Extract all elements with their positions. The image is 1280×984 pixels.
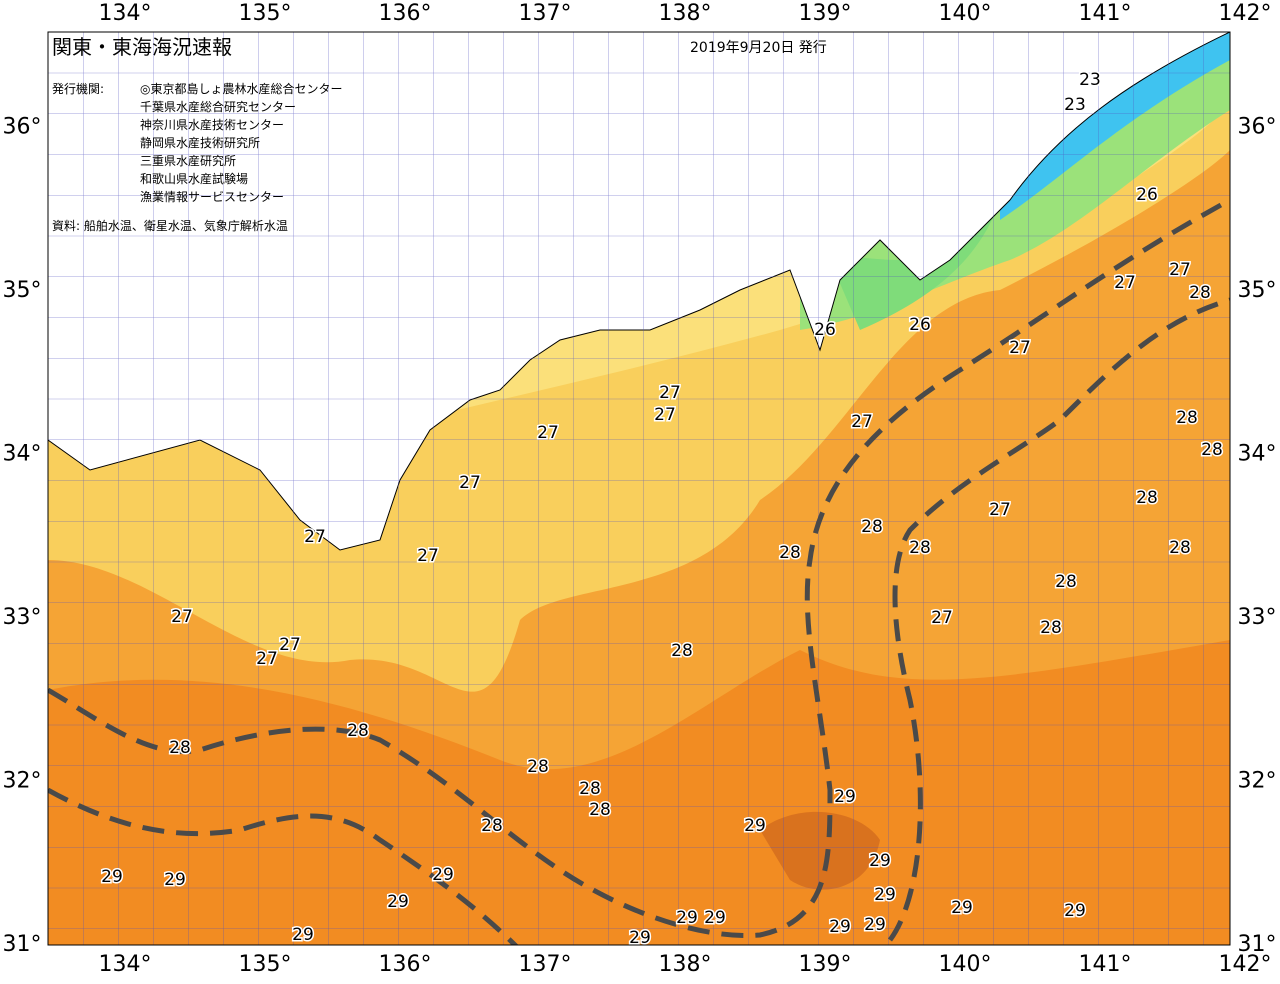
contour-label: 28 (1055, 572, 1077, 592)
contour-label: 27 (279, 635, 301, 655)
contour-label: 27 (1114, 273, 1136, 293)
contour-label: 29 (164, 870, 186, 890)
contour-label: 23 (1079, 70, 1101, 90)
lon-label: 137° (519, 952, 572, 977)
lon-label: 140° (939, 1, 992, 26)
contour-label: 26 (909, 315, 931, 335)
contour-label: 28 (671, 641, 693, 661)
lon-label: 135° (239, 952, 292, 977)
contour-label: 28 (1189, 283, 1211, 303)
lat-label: 33° (3, 605, 42, 630)
contour-label: 29 (829, 917, 851, 937)
contour-label: 29 (864, 915, 886, 935)
contour-label: 27 (1009, 338, 1031, 358)
lon-label: 134° (99, 952, 152, 977)
lon-label: 139° (799, 952, 852, 977)
lat-label: 36° (3, 115, 42, 140)
contour-label: 28 (1176, 408, 1198, 428)
source: 資料: 船舶水温、衛星水温、気象庁解析水温 (52, 218, 288, 233)
contour-label: 29 (874, 885, 896, 905)
contour-label: 26 (1136, 185, 1158, 205)
contour-label: 29 (676, 908, 698, 928)
contour-label: 28 (527, 757, 549, 777)
contour-label: 29 (869, 851, 891, 871)
contour-label: 28 (909, 538, 931, 558)
issuer: 千葉県水産総合研究センター (140, 99, 296, 114)
contour-label: 29 (101, 867, 123, 887)
lat-label: 36° (1238, 115, 1277, 140)
contour-label: 27 (989, 500, 1011, 520)
lon-label: 135° (239, 1, 292, 26)
lon-label: 136° (379, 1, 432, 26)
contour-label: 28 (1136, 488, 1158, 508)
issuer-label: 発行機関: (52, 81, 104, 96)
contour-label: 29 (1064, 901, 1086, 921)
contour-label: 29 (951, 898, 973, 918)
lat-label: 31° (1238, 932, 1277, 957)
contour-label: 23 (1064, 95, 1086, 115)
lat-label: 31° (3, 932, 42, 957)
contour-label: 29 (629, 928, 651, 948)
contour-label: 29 (744, 816, 766, 836)
contour-label: 29 (432, 865, 454, 885)
lat-label: 34° (3, 442, 42, 467)
contour-label: 28 (1040, 618, 1062, 638)
contour-label: 27 (459, 473, 481, 493)
contour-label: 27 (537, 423, 559, 443)
issuer: 漁業情報サービスセンター (140, 190, 284, 204)
lat-label: 34° (1238, 442, 1277, 467)
contour-label: 27 (171, 607, 193, 627)
contour-label: 28 (779, 543, 801, 563)
lon-label: 134° (99, 1, 152, 26)
contour-label: 28 (589, 800, 611, 820)
contour-label: 27 (851, 412, 873, 432)
contour-label: 28 (1169, 538, 1191, 558)
lat-label: 33° (1238, 605, 1277, 630)
contour-label: 27 (304, 527, 326, 547)
contour-label: 27 (417, 546, 439, 566)
contour-label: 27 (256, 649, 278, 669)
lat-label: 35° (1238, 278, 1277, 303)
lat-label: 32° (1238, 769, 1277, 794)
contour-label: 29 (834, 787, 856, 807)
lon-label: 138° (659, 952, 712, 977)
contour-label: 29 (704, 908, 726, 928)
contour-label: 26 (814, 320, 836, 340)
lon-label: 142° (1219, 952, 1272, 977)
title: 関東・東海海況速報 (52, 35, 232, 59)
contour-label: 27 (654, 405, 676, 425)
lon-label: 142° (1219, 1, 1272, 26)
issuer: 和歌山県水産試験場 (140, 171, 248, 186)
lon-label: 137° (519, 1, 572, 26)
lon-label: 140° (939, 952, 992, 977)
lon-label: 139° (799, 1, 852, 26)
contour-label: 28 (579, 779, 601, 799)
contour-label: 28 (169, 738, 191, 758)
sea-temperature (48, 32, 1230, 945)
contour-label: 27 (659, 383, 681, 403)
contour-label: 29 (387, 892, 409, 912)
lon-label: 141° (1079, 952, 1132, 977)
issuer: 静岡県水産技術研究所 (140, 135, 260, 150)
contour-label: 29 (292, 925, 314, 945)
lon-label: 136° (379, 952, 432, 977)
date: 2019年9月20日 発行 (690, 40, 827, 56)
contour-label: 27 (1169, 260, 1191, 280)
contour-label: 28 (347, 721, 369, 741)
contour-label: 28 (861, 517, 883, 537)
lon-label: 141° (1079, 1, 1132, 26)
lon-label: 138° (659, 1, 712, 26)
lat-label: 35° (3, 278, 42, 303)
contour-label: 27 (931, 608, 953, 628)
contour-label: 28 (481, 816, 503, 836)
issuer: 三重県水産研究所 (140, 153, 236, 168)
lat-label: 32° (3, 769, 42, 794)
issuer: ◎東京都島しょ農林水産総合センター (140, 81, 342, 96)
contour-label: 28 (1201, 440, 1223, 460)
issuer: 神奈川県水産技術センター (140, 117, 284, 132)
